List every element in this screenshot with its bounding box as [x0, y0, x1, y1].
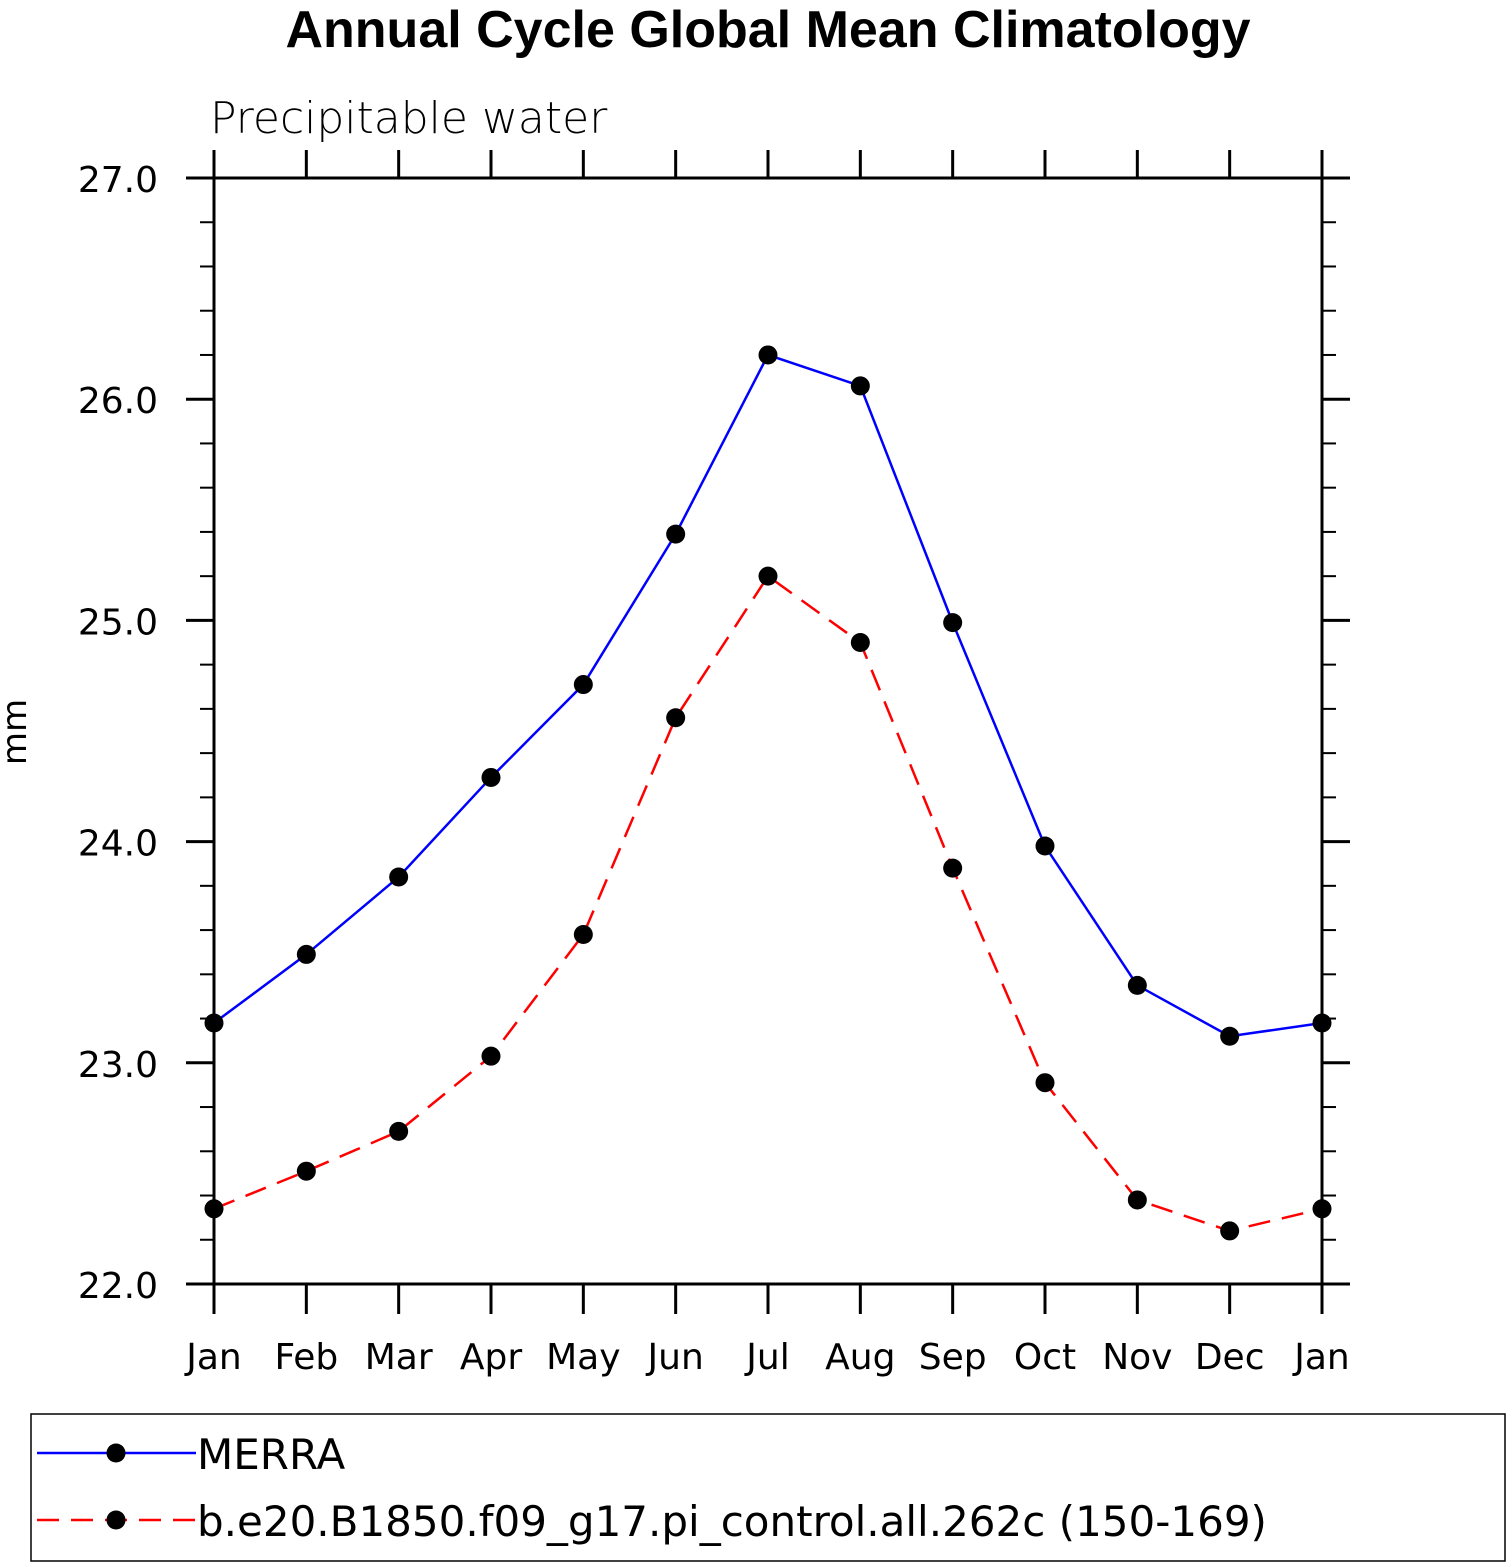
y-tick-label: 25.0 [78, 602, 158, 643]
data-point [943, 613, 963, 633]
data-point [1220, 1026, 1240, 1046]
data-point [389, 1121, 409, 1141]
x-tick-label: Aug [825, 1337, 895, 1378]
x-tick-label: Sep [919, 1337, 987, 1378]
chart-title: Annual Cycle Global Mean Climatology [285, 1, 1250, 59]
data-point [481, 767, 501, 787]
data-point [758, 345, 778, 365]
data-point [573, 925, 593, 945]
data-point [850, 376, 870, 396]
data-point [573, 675, 593, 695]
x-tick-label: Feb [274, 1337, 338, 1378]
y-tick-label: 23.0 [78, 1045, 158, 1086]
data-point [1127, 975, 1147, 995]
data-point [1312, 1013, 1332, 1033]
x-tick-label: Jun [646, 1337, 704, 1378]
x-tick-labels: Jan Feb Mar Apr May Jun Jul Aug Sep Oct Nov Dec Jan [184, 1337, 1350, 1378]
legend-marker [106, 1510, 126, 1530]
data-point [1035, 836, 1055, 856]
data-point [296, 944, 316, 964]
data-point [943, 858, 963, 878]
series-2 [204, 566, 1332, 1241]
data-point [758, 566, 778, 586]
y-tick-label: 24.0 [78, 824, 158, 865]
legend-label: b.e20.B1850.f09_g17.pi_control.all.262c … [197, 1497, 1267, 1546]
data-point [1127, 1190, 1147, 1210]
legend-marker [106, 1443, 126, 1463]
data-point [1220, 1221, 1240, 1241]
axis-ticks [186, 150, 1350, 1314]
y-tick-label: 27.0 [78, 160, 158, 201]
plot-frame [212, 176, 1324, 1286]
x-tick-label: Jan [184, 1337, 242, 1378]
data-point [481, 1046, 501, 1066]
data-point [389, 867, 409, 887]
legend-box [30, 1413, 1506, 1562]
series-1 [204, 345, 1332, 1046]
data-point [204, 1013, 224, 1033]
x-tick-label: Oct [1014, 1337, 1076, 1378]
series-layer [204, 345, 1332, 1241]
data-point [666, 708, 686, 728]
series-line [213, 353, 1323, 1038]
data-point [666, 524, 686, 544]
data-point [850, 633, 870, 653]
y-tick-labels: 22.0 23.0 24.0 25.0 26.0 27.0 [78, 160, 158, 1307]
data-point [1312, 1199, 1332, 1219]
x-tick-label: Apr [460, 1337, 522, 1378]
x-tick-label: Jan [1292, 1337, 1350, 1378]
legend-label: MERRA [197, 1430, 345, 1479]
x-tick-label: Nov [1102, 1337, 1172, 1378]
legend: MERRA b.e20.B1850.f09_g17.pi_control.all.… [37, 1430, 1267, 1546]
y-axis-label: mm [0, 699, 35, 765]
x-tick-label: Mar [365, 1337, 433, 1378]
data-point [296, 1161, 316, 1181]
x-tick-label: May [546, 1337, 620, 1378]
data-point [1035, 1073, 1055, 1093]
y-tick-label: 22.0 [78, 1266, 158, 1307]
legend-item-2: b.e20.B1850.f09_g17.pi_control.all.262c … [37, 1497, 1267, 1546]
legend-item-1: MERRA [37, 1430, 345, 1479]
x-tick-label: Jul [744, 1337, 789, 1378]
x-tick-label: Dec [1195, 1337, 1265, 1378]
series-line [213, 574, 1323, 1233]
chart-subtitle: Precipitable water [210, 93, 608, 144]
data-point [204, 1199, 224, 1219]
y-tick-label: 26.0 [78, 381, 158, 422]
